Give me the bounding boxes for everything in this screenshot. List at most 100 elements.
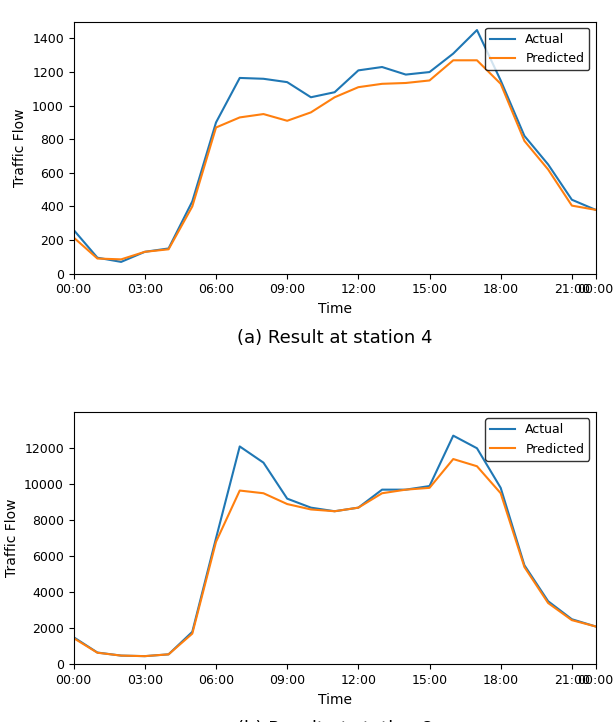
Actual <box>307 503 314 512</box>
Predicted <box>284 500 291 508</box>
Actual <box>449 431 457 440</box>
Actual <box>355 503 362 512</box>
Actual <box>545 160 552 169</box>
Actual <box>402 485 410 494</box>
Actual <box>449 49 457 58</box>
Predicted <box>592 622 599 631</box>
Actual <box>70 226 77 235</box>
Actual <box>260 74 267 83</box>
Predicted <box>117 255 125 264</box>
Predicted <box>70 634 77 643</box>
Predicted <box>426 76 433 84</box>
Actual <box>307 93 314 102</box>
Line: Actual: Actual <box>74 435 596 656</box>
Predicted <box>521 562 528 571</box>
Actual <box>473 26 481 35</box>
Actual <box>284 495 291 503</box>
Actual <box>426 482 433 490</box>
Actual <box>592 206 599 214</box>
Predicted <box>284 116 291 125</box>
Predicted <box>355 83 362 92</box>
Predicted <box>497 489 504 497</box>
Actual <box>141 248 149 256</box>
Actual <box>473 444 481 453</box>
Predicted <box>94 254 101 263</box>
Predicted <box>212 123 220 132</box>
Actual <box>426 68 433 77</box>
Predicted <box>473 462 481 471</box>
Actual <box>188 627 196 636</box>
Actual <box>592 622 599 631</box>
Actual <box>378 63 386 71</box>
Predicted <box>521 136 528 145</box>
Legend: Actual, Predicted: Actual, Predicted <box>485 28 589 70</box>
Predicted <box>260 489 267 497</box>
Predicted <box>165 650 173 658</box>
Predicted <box>545 165 552 174</box>
Predicted <box>165 245 173 253</box>
Predicted <box>94 648 101 657</box>
Actual <box>94 253 101 262</box>
Predicted <box>141 652 149 661</box>
Actual <box>521 561 528 570</box>
Actual <box>212 534 220 542</box>
Actual <box>188 197 196 206</box>
Actual <box>402 70 410 79</box>
Y-axis label: Traffic Flow: Traffic Flow <box>4 499 18 578</box>
Actual <box>117 651 125 660</box>
Predicted <box>331 507 338 516</box>
Predicted <box>402 485 410 494</box>
Legend: Actual, Predicted: Actual, Predicted <box>485 419 589 461</box>
Actual <box>568 615 575 624</box>
X-axis label: Time: Time <box>317 302 352 316</box>
Predicted <box>497 79 504 88</box>
Predicted <box>236 113 243 122</box>
Text: (b) Result at station 8: (b) Result at station 8 <box>237 720 432 722</box>
Predicted <box>260 110 267 118</box>
Predicted <box>307 505 314 514</box>
Actual <box>355 66 362 74</box>
Predicted <box>355 503 362 512</box>
Predicted <box>568 616 575 625</box>
Actual <box>165 650 173 658</box>
Actual <box>521 131 528 140</box>
Predicted <box>70 233 77 242</box>
Actual <box>117 258 125 266</box>
Predicted <box>568 201 575 210</box>
Predicted <box>378 489 386 497</box>
Actual <box>331 507 338 516</box>
Line: Actual: Actual <box>74 30 596 262</box>
Line: Predicted: Predicted <box>74 459 596 656</box>
Actual <box>545 597 552 606</box>
Predicted <box>141 248 149 256</box>
Predicted <box>117 651 125 660</box>
Actual <box>284 78 291 87</box>
Predicted <box>188 202 196 211</box>
Predicted <box>402 79 410 87</box>
Actual <box>212 118 220 127</box>
Predicted <box>426 484 433 492</box>
Line: Predicted: Predicted <box>74 61 596 259</box>
Actual <box>331 88 338 97</box>
Actual <box>141 652 149 661</box>
Y-axis label: Traffic Flow: Traffic Flow <box>12 108 26 187</box>
X-axis label: Time: Time <box>317 692 352 707</box>
Actual <box>568 196 575 204</box>
Predicted <box>449 455 457 464</box>
Predicted <box>307 108 314 117</box>
Actual <box>94 648 101 657</box>
Predicted <box>212 537 220 546</box>
Text: (a) Result at station 4: (a) Result at station 4 <box>237 329 432 347</box>
Actual <box>497 484 504 492</box>
Predicted <box>545 599 552 607</box>
Predicted <box>188 630 196 638</box>
Actual <box>497 76 504 84</box>
Actual <box>236 74 243 82</box>
Predicted <box>378 79 386 88</box>
Predicted <box>592 206 599 214</box>
Actual <box>236 442 243 451</box>
Actual <box>260 458 267 467</box>
Predicted <box>473 56 481 65</box>
Predicted <box>331 93 338 102</box>
Actual <box>70 633 77 642</box>
